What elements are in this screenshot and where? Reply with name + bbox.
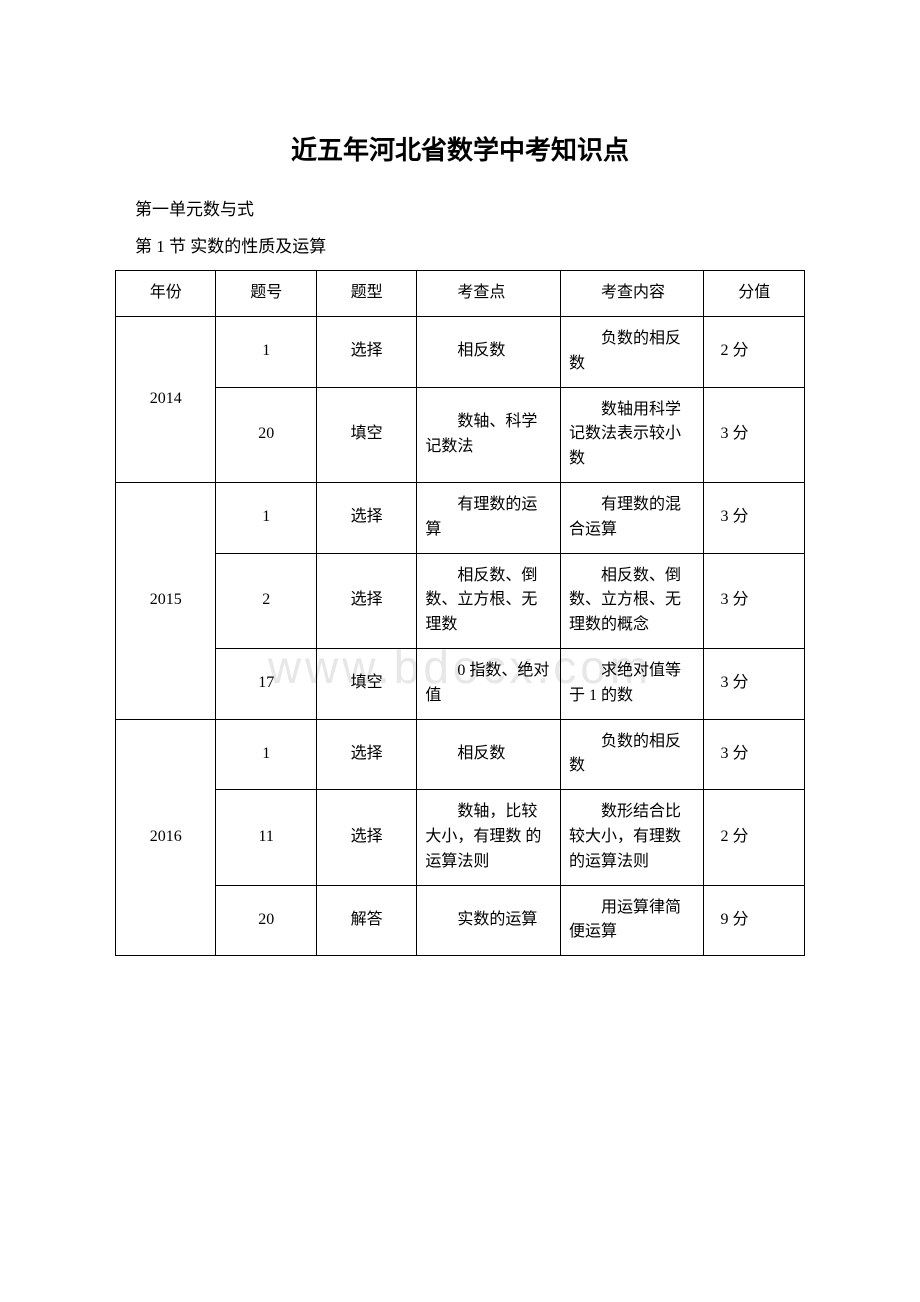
exam-content: 有理数的混合运算 bbox=[560, 482, 704, 553]
question-type: 选择 bbox=[316, 553, 416, 648]
exam-content: 相反数、倒数、立方根、无理数的概念 bbox=[560, 553, 704, 648]
table-row: 20141选择相反数负数的相反数2 分 bbox=[116, 316, 805, 387]
question-type: 选择 bbox=[316, 790, 416, 885]
question-number: 1 bbox=[216, 719, 316, 790]
year-cell: 2016 bbox=[116, 719, 216, 956]
table-row: 2选择相反数、倒数、立方根、无理数相反数、倒数、立方根、无理数的概念3 分 bbox=[116, 553, 805, 648]
question-type: 选择 bbox=[316, 316, 416, 387]
unit-heading: 第一单元数与式 bbox=[135, 195, 805, 226]
score: 2 分 bbox=[704, 790, 805, 885]
exam-content: 数轴用科学记数法表示较小数 bbox=[560, 387, 704, 482]
exam-point: 相反数 bbox=[417, 316, 561, 387]
data-table: 年份题号题型考查点考查内容分值20141选择相反数负数的相反数2 分20填空数轴… bbox=[115, 270, 805, 956]
year-cell: 2015 bbox=[116, 482, 216, 719]
column-header: 年份 bbox=[116, 271, 216, 317]
table-row: 20填空数轴、科学记数法数轴用科学记数法表示较小数3 分 bbox=[116, 387, 805, 482]
table-header-row: 年份题号题型考查点考查内容分值 bbox=[116, 271, 805, 317]
question-type: 选择 bbox=[316, 482, 416, 553]
exam-point: 数轴，比较大小，有理数 的运算法则 bbox=[417, 790, 561, 885]
exam-content: 负数的相反数 bbox=[560, 719, 704, 790]
column-header: 分值 bbox=[704, 271, 805, 317]
question-number: 11 bbox=[216, 790, 316, 885]
year-cell: 2014 bbox=[116, 316, 216, 482]
exam-content: 求绝对值等于 1 的数 bbox=[560, 648, 704, 719]
question-type: 填空 bbox=[316, 648, 416, 719]
exam-content: 用运算律简便运算 bbox=[560, 885, 704, 956]
column-header: 题号 bbox=[216, 271, 316, 317]
score: 3 分 bbox=[704, 648, 805, 719]
score: 3 分 bbox=[704, 719, 805, 790]
table-row: 11选择数轴，比较大小，有理数 的运算法则数形结合比较大小，有理数的运算法则2 … bbox=[116, 790, 805, 885]
table-row: 20161选择相反数负数的相反数3 分 bbox=[116, 719, 805, 790]
exam-point: 相反数 bbox=[417, 719, 561, 790]
table-row: 20解答实数的运算用运算律简便运算9 分 bbox=[116, 885, 805, 956]
question-number: 2 bbox=[216, 553, 316, 648]
column-header: 考查点 bbox=[417, 271, 561, 317]
section-heading: 第 1 节 实数的性质及运算 bbox=[135, 232, 805, 263]
score: 3 分 bbox=[704, 482, 805, 553]
exam-point: 相反数、倒数、立方根、无理数 bbox=[417, 553, 561, 648]
question-type: 填空 bbox=[316, 387, 416, 482]
question-number: 17 bbox=[216, 648, 316, 719]
document-title: 近五年河北省数学中考知识点 bbox=[115, 130, 805, 167]
score: 2 分 bbox=[704, 316, 805, 387]
table-row: 17填空0 指数、绝对值求绝对值等于 1 的数3 分 bbox=[116, 648, 805, 719]
exam-point: 数轴、科学记数法 bbox=[417, 387, 561, 482]
exam-point: 有理数的运算 bbox=[417, 482, 561, 553]
score: 9 分 bbox=[704, 885, 805, 956]
column-header: 考查内容 bbox=[560, 271, 704, 317]
question-number: 1 bbox=[216, 482, 316, 553]
exam-content: 数形结合比较大小，有理数的运算法则 bbox=[560, 790, 704, 885]
question-number: 20 bbox=[216, 885, 316, 956]
exam-point: 实数的运算 bbox=[417, 885, 561, 956]
table-row: 20151选择有理数的运算有理数的混合运算3 分 bbox=[116, 482, 805, 553]
column-header: 题型 bbox=[316, 271, 416, 317]
score: 3 分 bbox=[704, 387, 805, 482]
exam-content: 负数的相反数 bbox=[560, 316, 704, 387]
question-number: 20 bbox=[216, 387, 316, 482]
question-type: 选择 bbox=[316, 719, 416, 790]
question-number: 1 bbox=[216, 316, 316, 387]
score: 3 分 bbox=[704, 553, 805, 648]
exam-point: 0 指数、绝对值 bbox=[417, 648, 561, 719]
question-type: 解答 bbox=[316, 885, 416, 956]
